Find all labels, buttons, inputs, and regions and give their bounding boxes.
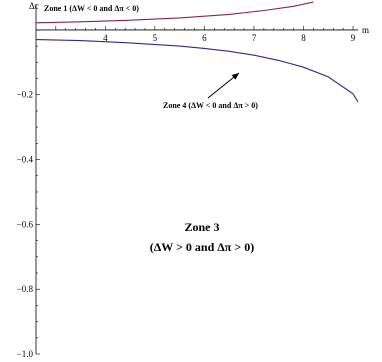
zone1-annotation: Zone 1 (ΔW < 0 and Δπ < 0) — [44, 4, 139, 13]
zone4-annotation: Zone 4 (ΔW < 0 and Δπ > 0) — [163, 101, 258, 110]
zone4-arrowhead — [231, 73, 239, 80]
series-line-1 — [35, 1, 314, 24]
y-tick-label: −0.8 — [17, 284, 34, 294]
y-tick-label: −0.6 — [17, 219, 34, 229]
x-tick-label: 5 — [153, 33, 158, 43]
y-tick-label: −0.2 — [17, 90, 33, 100]
axes — [35, 4, 358, 354]
series-group — [35, 1, 359, 103]
x-tick-label: 8 — [301, 33, 306, 43]
ticks: 4 5 6 7 8 9 −1.0 −0.8 −0.6 −0.4 −0.2 — [17, 25, 356, 359]
zone3-annotation-condition: (ΔW > 0 and Δπ > 0) — [150, 240, 254, 254]
y-axis-label: Δc — [29, 1, 39, 11]
x-tick-label: 4 — [103, 33, 108, 43]
zone3-annotation-title: Zone 3 — [184, 220, 219, 234]
x-axis-label: m — [362, 25, 369, 35]
x-tick-label: 7 — [252, 33, 257, 43]
series-line-2 — [35, 39, 359, 103]
x-tick-label: 6 — [202, 33, 207, 43]
x-tick-label: 9 — [351, 33, 356, 43]
y-tick-label: −1.0 — [17, 349, 34, 359]
y-tick-label: −0.4 — [17, 155, 34, 165]
